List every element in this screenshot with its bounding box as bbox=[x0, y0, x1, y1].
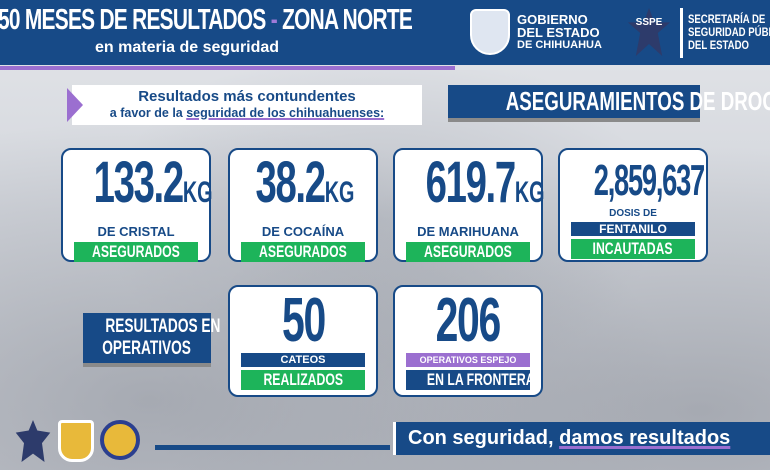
intro-line2: a favor de la seguridad de los chihuahue… bbox=[72, 106, 422, 120]
slogan-text: Con seguridad, bbox=[408, 427, 560, 449]
card-value: 2,859,637 bbox=[593, 156, 705, 205]
calea-seal-logo bbox=[100, 420, 140, 460]
card-status: INCAUTADAS bbox=[571, 239, 695, 259]
sspe-line: SECRETARÍA DE bbox=[688, 12, 766, 26]
card-status: ASEGURADOS bbox=[241, 242, 365, 262]
sspe-line: SEGURIDAD PÚBLICA bbox=[688, 25, 770, 39]
title-part2: ZONA NORTE bbox=[282, 4, 413, 36]
operations-heading: RESULTADOS EN OPERATIVOS bbox=[83, 313, 220, 363]
card-label2: FENTANILO bbox=[571, 222, 695, 236]
op-card-cateos: 50 CATEOS REALIZADOS bbox=[228, 285, 378, 397]
card-value: 38.2KG bbox=[255, 150, 355, 215]
card-label: OPERATIVOS ESPEJO bbox=[406, 353, 530, 367]
sspe-text: SECRETARÍA DE SEGURIDAD PÚBLICA DEL ESTA… bbox=[688, 13, 770, 52]
gob-line: DE CHIHUAHUA bbox=[517, 39, 602, 51]
sspe-badge-text: SSPE bbox=[635, 17, 663, 28]
operations-heading-line: OPERATIVOS bbox=[102, 338, 192, 359]
drugs-heading: ASEGURAMIENTOS DE DROGAS bbox=[448, 85, 770, 118]
intro-line2-a: a favor de la bbox=[109, 106, 187, 120]
card-value: 206 bbox=[435, 286, 502, 355]
gobierno-shield-logo bbox=[470, 9, 510, 55]
background-photo bbox=[0, 70, 770, 470]
drug-card-cocaina: 38.2KG DE COCAÍNA ASEGURADOS bbox=[228, 148, 378, 262]
card-label: DE COCAÍNA bbox=[261, 224, 345, 239]
sspe-line: DEL ESTADO bbox=[688, 38, 749, 52]
op-card-espejo: 206 OPERATIVOS ESPEJO EN LA FRONTERA bbox=[393, 285, 543, 397]
operations-heading-line: RESULTADOS EN bbox=[105, 316, 221, 337]
gob-line: DEL ESTADO bbox=[517, 25, 600, 40]
card-value: 133.2KG bbox=[93, 150, 213, 215]
slogan-underlined: damos resultados bbox=[559, 427, 731, 449]
intro-line1: Resultados más contundentes bbox=[138, 88, 356, 105]
card-value: 50 bbox=[281, 286, 326, 355]
card-status: REALIZADOS bbox=[241, 370, 365, 390]
card-label: DE CRISTAL bbox=[97, 224, 175, 239]
gobierno-text: GOBIERNO DEL ESTADO DE CHIHUAHUA bbox=[517, 13, 602, 52]
footer-line bbox=[155, 445, 390, 450]
sspe-star-logo bbox=[627, 8, 671, 56]
triangle-icon bbox=[67, 88, 83, 122]
subtitle: en materia de seguridad bbox=[95, 39, 280, 56]
card-value: 619.7KG bbox=[425, 150, 545, 215]
slogan-banner: Con seguridad, damos resultados bbox=[393, 422, 770, 455]
drug-card-fentanilo: 2,859,637 DOSIS DE FENTANILO INCAUTADAS bbox=[558, 148, 708, 262]
divider bbox=[680, 8, 683, 58]
intro-box: Resultados más contundentes a favor de l… bbox=[67, 85, 422, 125]
card-label: DOSIS DE bbox=[609, 208, 657, 219]
title-part1: 50 MESES DE RESULTADOS bbox=[0, 4, 266, 36]
drug-card-cristal: 133.2KG DE CRISTAL ASEGURADOS bbox=[61, 148, 213, 262]
intro-line2-underlined: seguridad de los chihuahuenses: bbox=[186, 106, 385, 120]
calea-badge-logo bbox=[58, 420, 94, 462]
card-status: ASEGURADOS bbox=[406, 242, 530, 262]
card-status: EN LA FRONTERA bbox=[406, 370, 530, 390]
header-banner: 50 MESES DE RESULTADOS - ZONA NORTE en m… bbox=[0, 0, 770, 65]
card-label: CATEOS bbox=[241, 353, 365, 367]
card-label: DE MARIHUANA bbox=[417, 224, 519, 239]
purple-divider bbox=[0, 66, 455, 70]
drug-card-marihuana: 619.7KG DE MARIHUANA ASEGURADOS bbox=[393, 148, 545, 262]
drugs-heading-text: ASEGURAMIENTOS DE DROGAS bbox=[505, 86, 770, 116]
gob-line: GOBIERNO bbox=[517, 12, 588, 27]
title-dash: - bbox=[270, 4, 278, 36]
card-status: ASEGURADOS bbox=[74, 242, 198, 262]
